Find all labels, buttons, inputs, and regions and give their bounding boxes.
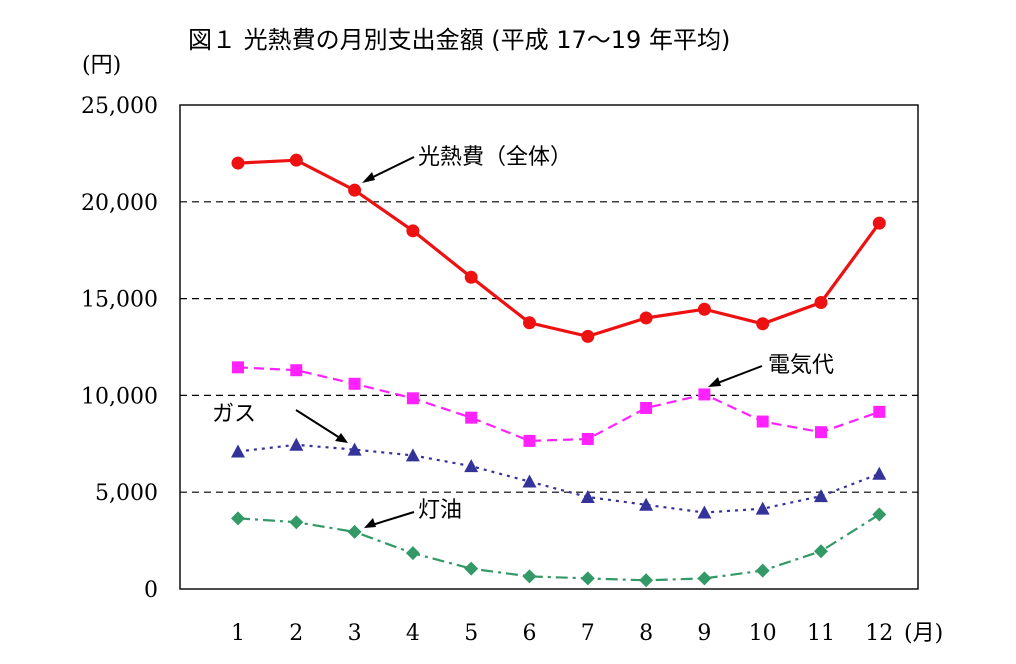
annotation-arrowhead-gas	[335, 433, 348, 443]
x-tick-label: 7	[581, 621, 595, 646]
gridlines	[180, 201, 918, 493]
x-axis-unit: (月)	[904, 621, 943, 646]
annotation-arrow-gas	[295, 409, 341, 439]
data-point-3-5	[522, 569, 537, 584]
x-tick-label: 3	[348, 621, 362, 646]
data-point-1-5	[523, 434, 536, 447]
data-point-2-6	[580, 490, 595, 504]
annotation-arrowhead-total	[362, 172, 375, 183]
annotation-arrow-kerosene	[371, 511, 415, 526]
data-point-0-0	[231, 156, 245, 170]
series-1	[232, 361, 886, 447]
data-point-2-5	[522, 474, 537, 488]
y-tick-label: 0	[144, 578, 158, 603]
x-tick-label: 5	[464, 621, 478, 646]
data-point-3-7	[639, 573, 654, 588]
series-line-1	[237, 366, 880, 443]
data-point-1-8	[698, 388, 711, 401]
series-2	[231, 437, 887, 519]
y-tick-label: 20,000	[81, 191, 158, 216]
data-point-1-7	[640, 401, 653, 414]
y-tick-label: 10,000	[81, 384, 158, 409]
annotation-label-kerosene: 灯油	[418, 498, 462, 523]
data-point-1-10	[815, 426, 827, 439]
series-0	[231, 153, 886, 343]
annotations: 光熱費（全体） 電気代 ガス 灯油	[212, 145, 834, 528]
data-point-3-4	[464, 561, 479, 576]
data-point-0-6	[581, 329, 595, 343]
data-point-2-1	[289, 437, 304, 451]
data-point-3-11	[872, 507, 887, 522]
data-point-3-3	[405, 546, 420, 561]
x-tick-label: 12	[865, 621, 893, 646]
data-point-0-8	[697, 302, 711, 316]
data-point-1-6	[581, 432, 594, 445]
x-tick-label: 8	[639, 621, 653, 646]
data-point-2-9	[755, 501, 770, 515]
x-tick-label: 2	[289, 621, 303, 646]
x-tick-label: 4	[406, 621, 420, 646]
data-point-2-2	[347, 442, 362, 456]
annotation-label-electricity: 電気代	[768, 353, 834, 378]
data-point-1-2	[348, 377, 361, 390]
x-tick-label: 9	[697, 621, 711, 646]
data-point-0-11	[872, 216, 886, 230]
y-axis-unit: (円)	[82, 53, 121, 78]
annotation-arrow-electricity	[714, 365, 763, 385]
data-point-3-6	[580, 571, 595, 586]
series-line-3	[237, 513, 880, 582]
data-point-2-8	[697, 505, 712, 519]
data-point-3-0	[231, 511, 245, 526]
data-point-0-3	[406, 224, 420, 238]
x-tick-label: 6	[523, 621, 537, 646]
annotation-label-total: 光熱費（全体）	[418, 145, 572, 170]
data-point-1-3	[406, 392, 419, 405]
series-3	[231, 507, 887, 588]
data-point-1-9	[756, 415, 769, 428]
data-point-2-3	[405, 448, 420, 462]
data-point-2-7	[639, 497, 654, 511]
data-point-3-2	[347, 524, 362, 539]
data-point-0-9	[756, 317, 770, 331]
data-point-3-8	[697, 571, 712, 586]
y-tick-label: 5,000	[95, 481, 158, 506]
data-point-1-0	[232, 361, 244, 374]
annotation-arrow-total	[368, 156, 415, 180]
series	[231, 153, 887, 588]
data-point-3-1	[289, 515, 304, 530]
data-point-0-5	[523, 316, 536, 330]
data-point-0-4	[464, 270, 478, 284]
data-point-1-11	[873, 405, 886, 418]
x-tick-label: 11	[807, 621, 835, 646]
x-tick-label: 1	[231, 621, 245, 646]
x-tick-labels: 1 2 3 4 5 6 7 8 9 10 11 12	[231, 621, 893, 646]
data-point-2-11	[872, 466, 887, 480]
data-point-0-10	[814, 295, 828, 309]
chart-title: 図１ 光熱費の月別支出金額 (平成 17〜19 年平均)	[188, 26, 730, 54]
data-point-1-1	[290, 364, 303, 377]
data-point-2-10	[814, 489, 828, 503]
series-line-2	[237, 443, 880, 514]
data-point-2-0	[231, 444, 245, 458]
series-line-0	[237, 158, 881, 339]
y-tick-label: 15,000	[81, 288, 158, 313]
x-tick-label: 10	[749, 621, 777, 646]
data-point-0-2	[348, 183, 362, 197]
annotation-label-gas: ガス	[212, 402, 256, 427]
y-tick-label: 25,000	[81, 94, 158, 119]
data-point-0-7	[639, 311, 653, 325]
annotation-arrowhead-electricity	[708, 377, 721, 387]
data-point-0-1	[289, 153, 303, 167]
data-point-3-9	[755, 563, 770, 578]
data-point-1-4	[465, 411, 478, 424]
data-point-2-4	[464, 459, 479, 473]
y-tick-labels: 0 5,000 10,000 15,000 20,000 25,000	[81, 94, 158, 603]
plot-frame	[179, 104, 919, 590]
data-point-3-10	[814, 544, 828, 559]
annotation-arrowhead-kerosene	[364, 518, 376, 528]
